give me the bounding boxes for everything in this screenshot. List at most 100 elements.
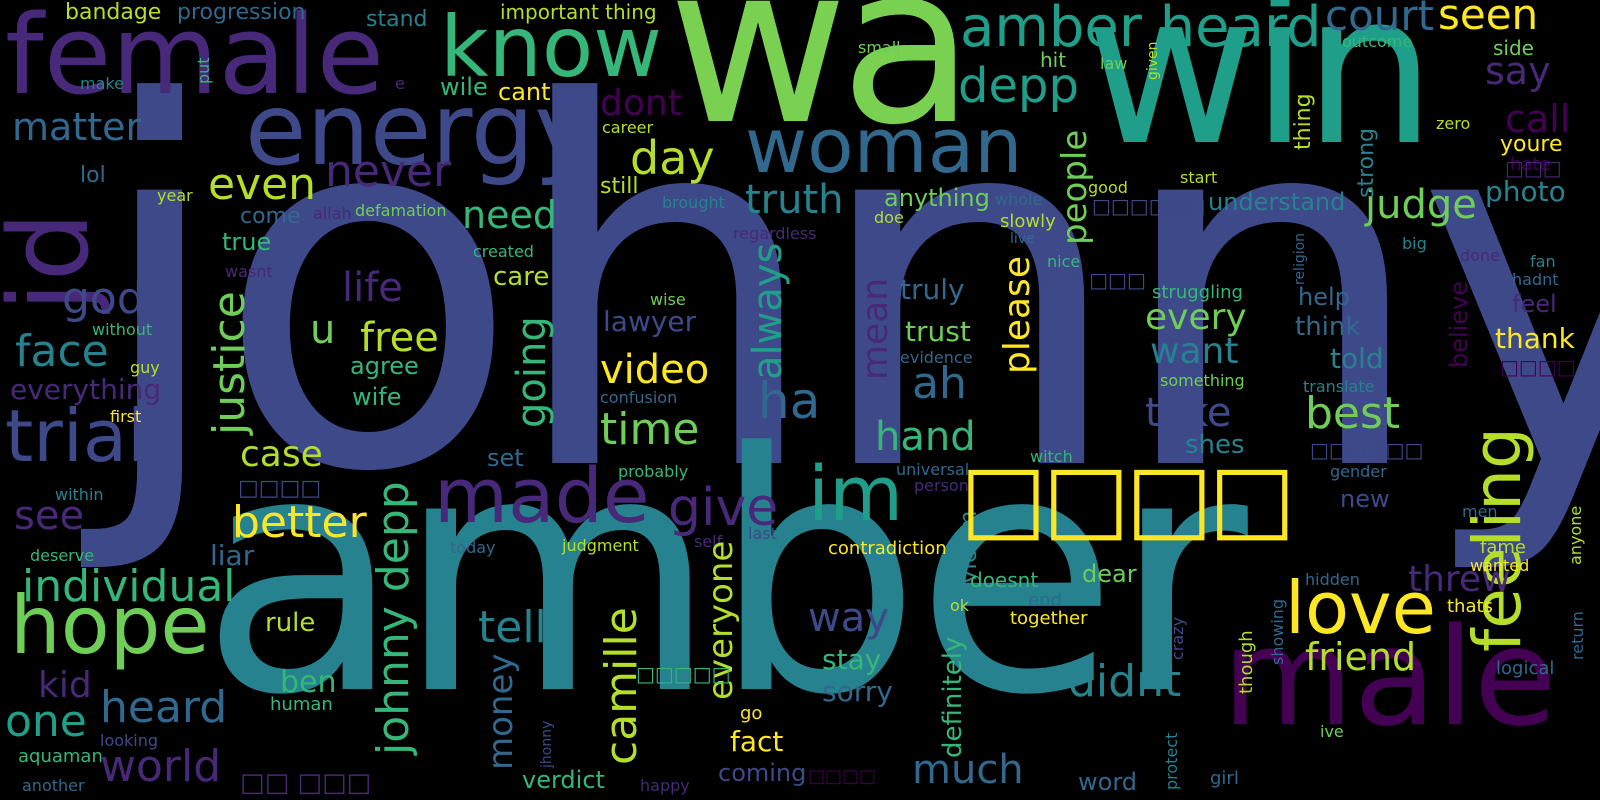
word-confusion: confusion <box>600 388 678 407</box>
word-person: person <box>914 476 969 495</box>
word-face: face <box>15 326 109 377</box>
word-tofu-3: □□□ <box>1505 156 1562 180</box>
word-seen: seen <box>1438 0 1539 39</box>
word-im: im <box>808 449 904 538</box>
word-court: court <box>1325 0 1435 40</box>
word-amber-heard: amber heard <box>960 0 1322 60</box>
word-world: world <box>100 741 222 792</box>
word-see: see <box>14 493 85 539</box>
word-guy: guy <box>130 358 160 377</box>
word-hidden: hidden <box>1305 570 1360 589</box>
word-wile: wile <box>440 73 488 101</box>
word-done: done <box>1460 246 1500 265</box>
word-day: day <box>630 131 715 185</box>
word-better: better <box>232 497 367 548</box>
word-video: video <box>600 347 710 393</box>
word-strong: strong <box>1354 127 1379 198</box>
word-judge: judge <box>1365 182 1477 228</box>
word-energy: energy <box>245 71 594 188</box>
word-important-thing: important thing <box>500 0 657 24</box>
word-happy: happy <box>640 776 690 795</box>
word-understand: understand <box>1208 188 1346 216</box>
word-youre: youre <box>1500 132 1563 157</box>
word-girl: girl <box>1210 768 1239 789</box>
word-rule: rule <box>265 608 316 638</box>
word-progression: progression <box>177 0 306 25</box>
word-nice: nice <box>1047 252 1081 271</box>
word-even: even <box>208 159 317 210</box>
word-hope: hope <box>10 579 210 672</box>
word-time: time <box>600 404 700 455</box>
word-dear: dear <box>1082 560 1137 588</box>
word-female: female <box>5 0 385 119</box>
word-wa: wa <box>668 0 975 173</box>
word-together: together <box>1010 608 1088 629</box>
word-johnny-depp: johnny depp <box>368 481 419 755</box>
word-ive: ive <box>1320 722 1344 741</box>
word-word: word <box>1078 768 1137 796</box>
word-justice: justice <box>204 291 255 435</box>
word-kid: kid <box>38 665 92 706</box>
word-tofu-4-left: □□□□ <box>238 476 322 501</box>
word-come: come <box>240 204 301 229</box>
word-thats: thats <box>1447 596 1493 617</box>
word-fact: fact <box>730 725 784 758</box>
word-free: free <box>360 315 439 361</box>
word-within: within <box>55 485 104 504</box>
word-everything: everything <box>10 373 162 406</box>
word-know: know <box>440 0 662 96</box>
word-stay: stay <box>822 643 882 676</box>
word-lawyer: lawyer <box>603 305 697 338</box>
word-every: every <box>1145 297 1247 338</box>
word-god: god <box>62 273 145 324</box>
word-big: big <box>1402 234 1427 253</box>
word-hit: hit <box>1040 48 1067 72</box>
word-good: good <box>1088 178 1128 197</box>
word-e: e <box>395 74 405 93</box>
word-new: new <box>1340 485 1390 513</box>
word-think: think <box>1295 312 1361 342</box>
word-tofu-2-3: □□ □□□ <box>1045 268 1146 292</box>
word-hate: hate <box>1510 154 1551 175</box>
word-agree: agree <box>350 352 419 380</box>
word-tofu-6: □□□□□□ <box>1092 194 1206 218</box>
word-thing: thing <box>1291 93 1316 150</box>
word-probably: probably <box>618 462 689 481</box>
word-ah: ah <box>912 358 967 409</box>
word-wasnt: wasnt <box>225 262 273 281</box>
word-believe: believe <box>1445 280 1473 368</box>
word-depp: depp <box>958 58 1079 114</box>
word-judgment: judgment <box>562 536 639 555</box>
word-coming: coming <box>718 759 807 787</box>
word-contradiction: contradiction <box>828 538 947 559</box>
word-ben: ben <box>280 665 337 700</box>
word-verdict: verdict <box>522 766 605 794</box>
word-matter: matter <box>12 105 142 149</box>
word-fame: fame <box>1480 537 1526 558</box>
word-tofu-4-right: □□□□ <box>1500 355 1576 379</box>
word-going: going <box>509 316 555 428</box>
word-live: live <box>1010 231 1035 247</box>
word-mean: mean <box>855 277 896 380</box>
word-money: money <box>481 653 521 770</box>
word-allah: allah <box>313 204 352 223</box>
word-evidence: evidence <box>900 348 973 367</box>
word-career: career <box>602 118 654 137</box>
word-cant: cant <box>498 78 551 106</box>
word-given: given <box>1145 41 1161 80</box>
word-male: male <box>1222 599 1557 756</box>
word-wife: wife <box>352 383 402 411</box>
word-whole: whole <box>995 190 1043 209</box>
word-way: way <box>808 595 889 641</box>
word-jhonny: jhonny <box>539 720 555 768</box>
word-translate: translate <box>1303 377 1375 396</box>
word-zero: zero <box>1436 114 1471 133</box>
word-ha: ha <box>758 372 821 430</box>
word-religion: religion <box>1292 232 1308 285</box>
word-defamation: defamation <box>355 201 447 220</box>
word-thank: thank <box>1495 322 1575 355</box>
word-today: today <box>450 538 496 557</box>
word-anything: anything <box>884 184 990 212</box>
word-fan: fan <box>1530 252 1556 271</box>
word-always: always <box>745 242 791 380</box>
